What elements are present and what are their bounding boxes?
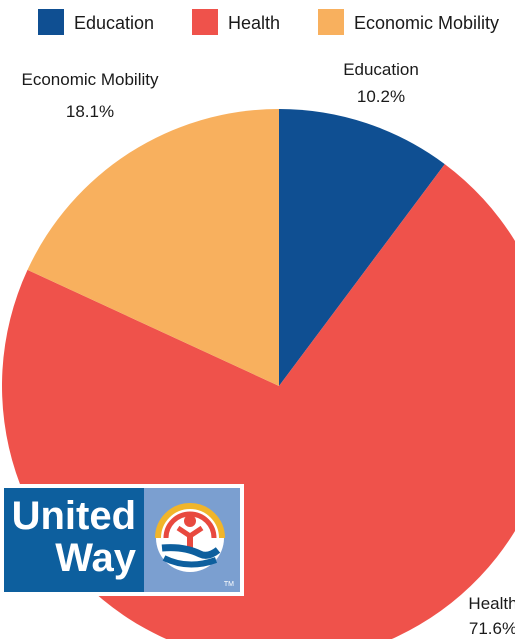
logo-wordmark-panel: United Way (4, 488, 144, 592)
united-way-logo: United Way TM (0, 484, 244, 596)
legend-swatch-education (38, 9, 64, 35)
united-way-emblem-icon (155, 503, 225, 572)
legend-label-education: Education (74, 13, 154, 33)
legend-swatch-economic-mobility (318, 9, 344, 35)
legend-label-health: Health (228, 13, 280, 33)
legend-swatch-health (192, 9, 218, 35)
logo-emblem-panel: TM (144, 488, 240, 592)
slice-value-education: 10.2% (357, 87, 405, 106)
logo-word-way: Way (55, 536, 136, 580)
slice-label-health: Health (468, 594, 515, 613)
pie-slice-economic-mobility (27, 108, 280, 386)
slice-value-health: 71.6% (469, 619, 515, 638)
logo-trademark: TM (223, 581, 234, 588)
logo-word-united: United (11, 494, 136, 538)
legend-label-economic-mobility: Economic Mobility (354, 13, 499, 33)
slice-labels: Education 10.2% Health 71.6% Economic Mobili… (22, 60, 515, 638)
legend: Education Health Economic Mobility (38, 9, 499, 35)
pie-slice-education (279, 109, 445, 386)
slice-label-economic-mobility: Economic Mobility (22, 70, 159, 89)
slice-label-education: Education (343, 60, 419, 79)
slice-value-economic-mobility: 18.1% (66, 102, 114, 121)
